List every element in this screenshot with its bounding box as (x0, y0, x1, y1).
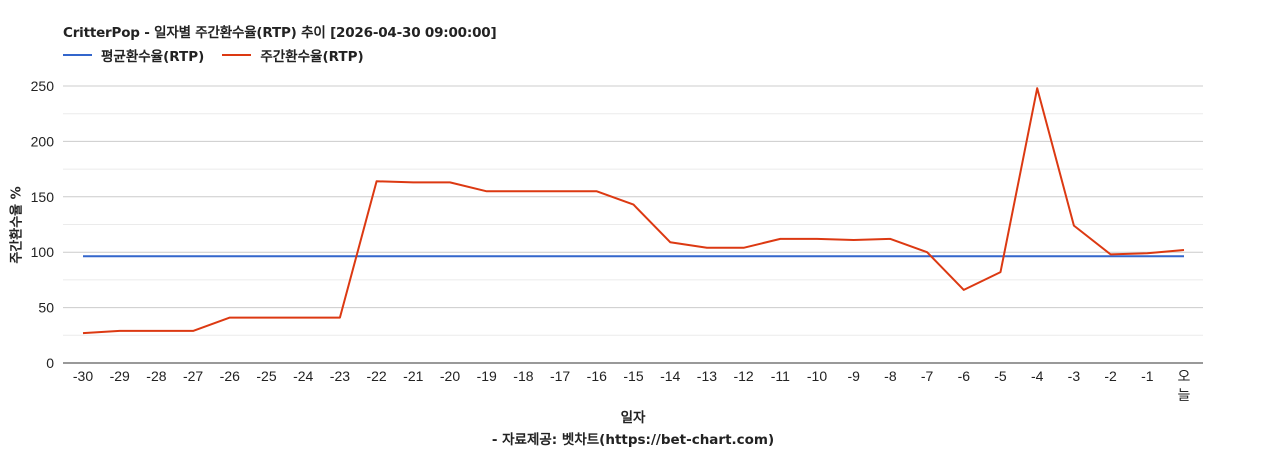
x-tick-label: -2 (1104, 368, 1117, 384)
legend: 평균환수율(RTP) 주간환수율(RTP) (63, 45, 382, 65)
x-tick-label: -3 (1068, 368, 1081, 384)
y-tick-label: 50 (38, 300, 54, 316)
x-tick-label: -29 (110, 368, 130, 384)
x-axis-title: 일자 (620, 410, 646, 426)
x-tick-label: -8 (884, 368, 897, 384)
y-tick-label: 200 (31, 133, 55, 149)
legend-swatch-average-icon (63, 54, 92, 56)
x-tick-label: -19 (477, 368, 497, 384)
x-tick-label: -23 (330, 368, 350, 384)
x-tick-label: -28 (146, 368, 166, 384)
y-tick-label: 250 (31, 78, 55, 94)
x-tick-label: -10 (807, 368, 827, 384)
legend-swatch-weekly-icon (222, 54, 252, 56)
x-tick-label: -9 (847, 368, 860, 384)
x-tick-label: 오 (1178, 369, 1191, 385)
x-tick-label: -14 (660, 368, 680, 384)
x-tick-label: -18 (513, 368, 533, 384)
legend-item-average[interactable]: 평균환수율(RTP) (63, 45, 204, 65)
x-tick-label: -27 (183, 368, 203, 384)
x-tick-label: -30 (73, 368, 93, 384)
x-tick-label: -5 (994, 368, 1007, 384)
x-tick-label: -11 (771, 368, 790, 384)
x-tick-label: -17 (550, 368, 570, 384)
x-tick-label: 늘 (1178, 388, 1191, 404)
legend-label-average: 평균환수율(RTP) (101, 49, 205, 65)
y-tick-label: 100 (31, 244, 55, 260)
x-tick-label: -25 (256, 368, 276, 384)
legend-item-weekly[interactable]: 주간환수율(RTP) (222, 45, 364, 65)
y-axis-title: 주간환수율 % (9, 186, 25, 264)
x-tick-label: -7 (921, 368, 934, 384)
x-tick-label: -16 (587, 368, 607, 384)
x-tick-label: -13 (697, 368, 717, 384)
x-tick-label: -4 (1031, 368, 1044, 384)
x-tick-label: -21 (403, 368, 423, 384)
x-tick-label: -12 (733, 368, 753, 384)
x-tick-label: -22 (366, 368, 386, 384)
weekly-rtp-line (82, 87, 1185, 335)
y-tick-label: 0 (46, 355, 54, 371)
x-tick-label: -24 (293, 368, 313, 384)
x-tick-label: -20 (440, 368, 460, 384)
legend-label-weekly: 주간환수율(RTP) (260, 49, 364, 65)
data-source-credit: - 자료제공: 벳차트(https://bet-chart.com) (491, 432, 775, 448)
chart-title: CritterPop - 일자별 주간환수율(RTP) 추이 [2026-04-… (63, 25, 497, 41)
y-tick-label: 150 (31, 189, 55, 205)
x-tick-label: -15 (623, 368, 643, 384)
x-tick-label: -6 (958, 368, 971, 384)
x-tick-label: -26 (220, 368, 240, 384)
x-tick-label: -1 (1141, 368, 1154, 384)
